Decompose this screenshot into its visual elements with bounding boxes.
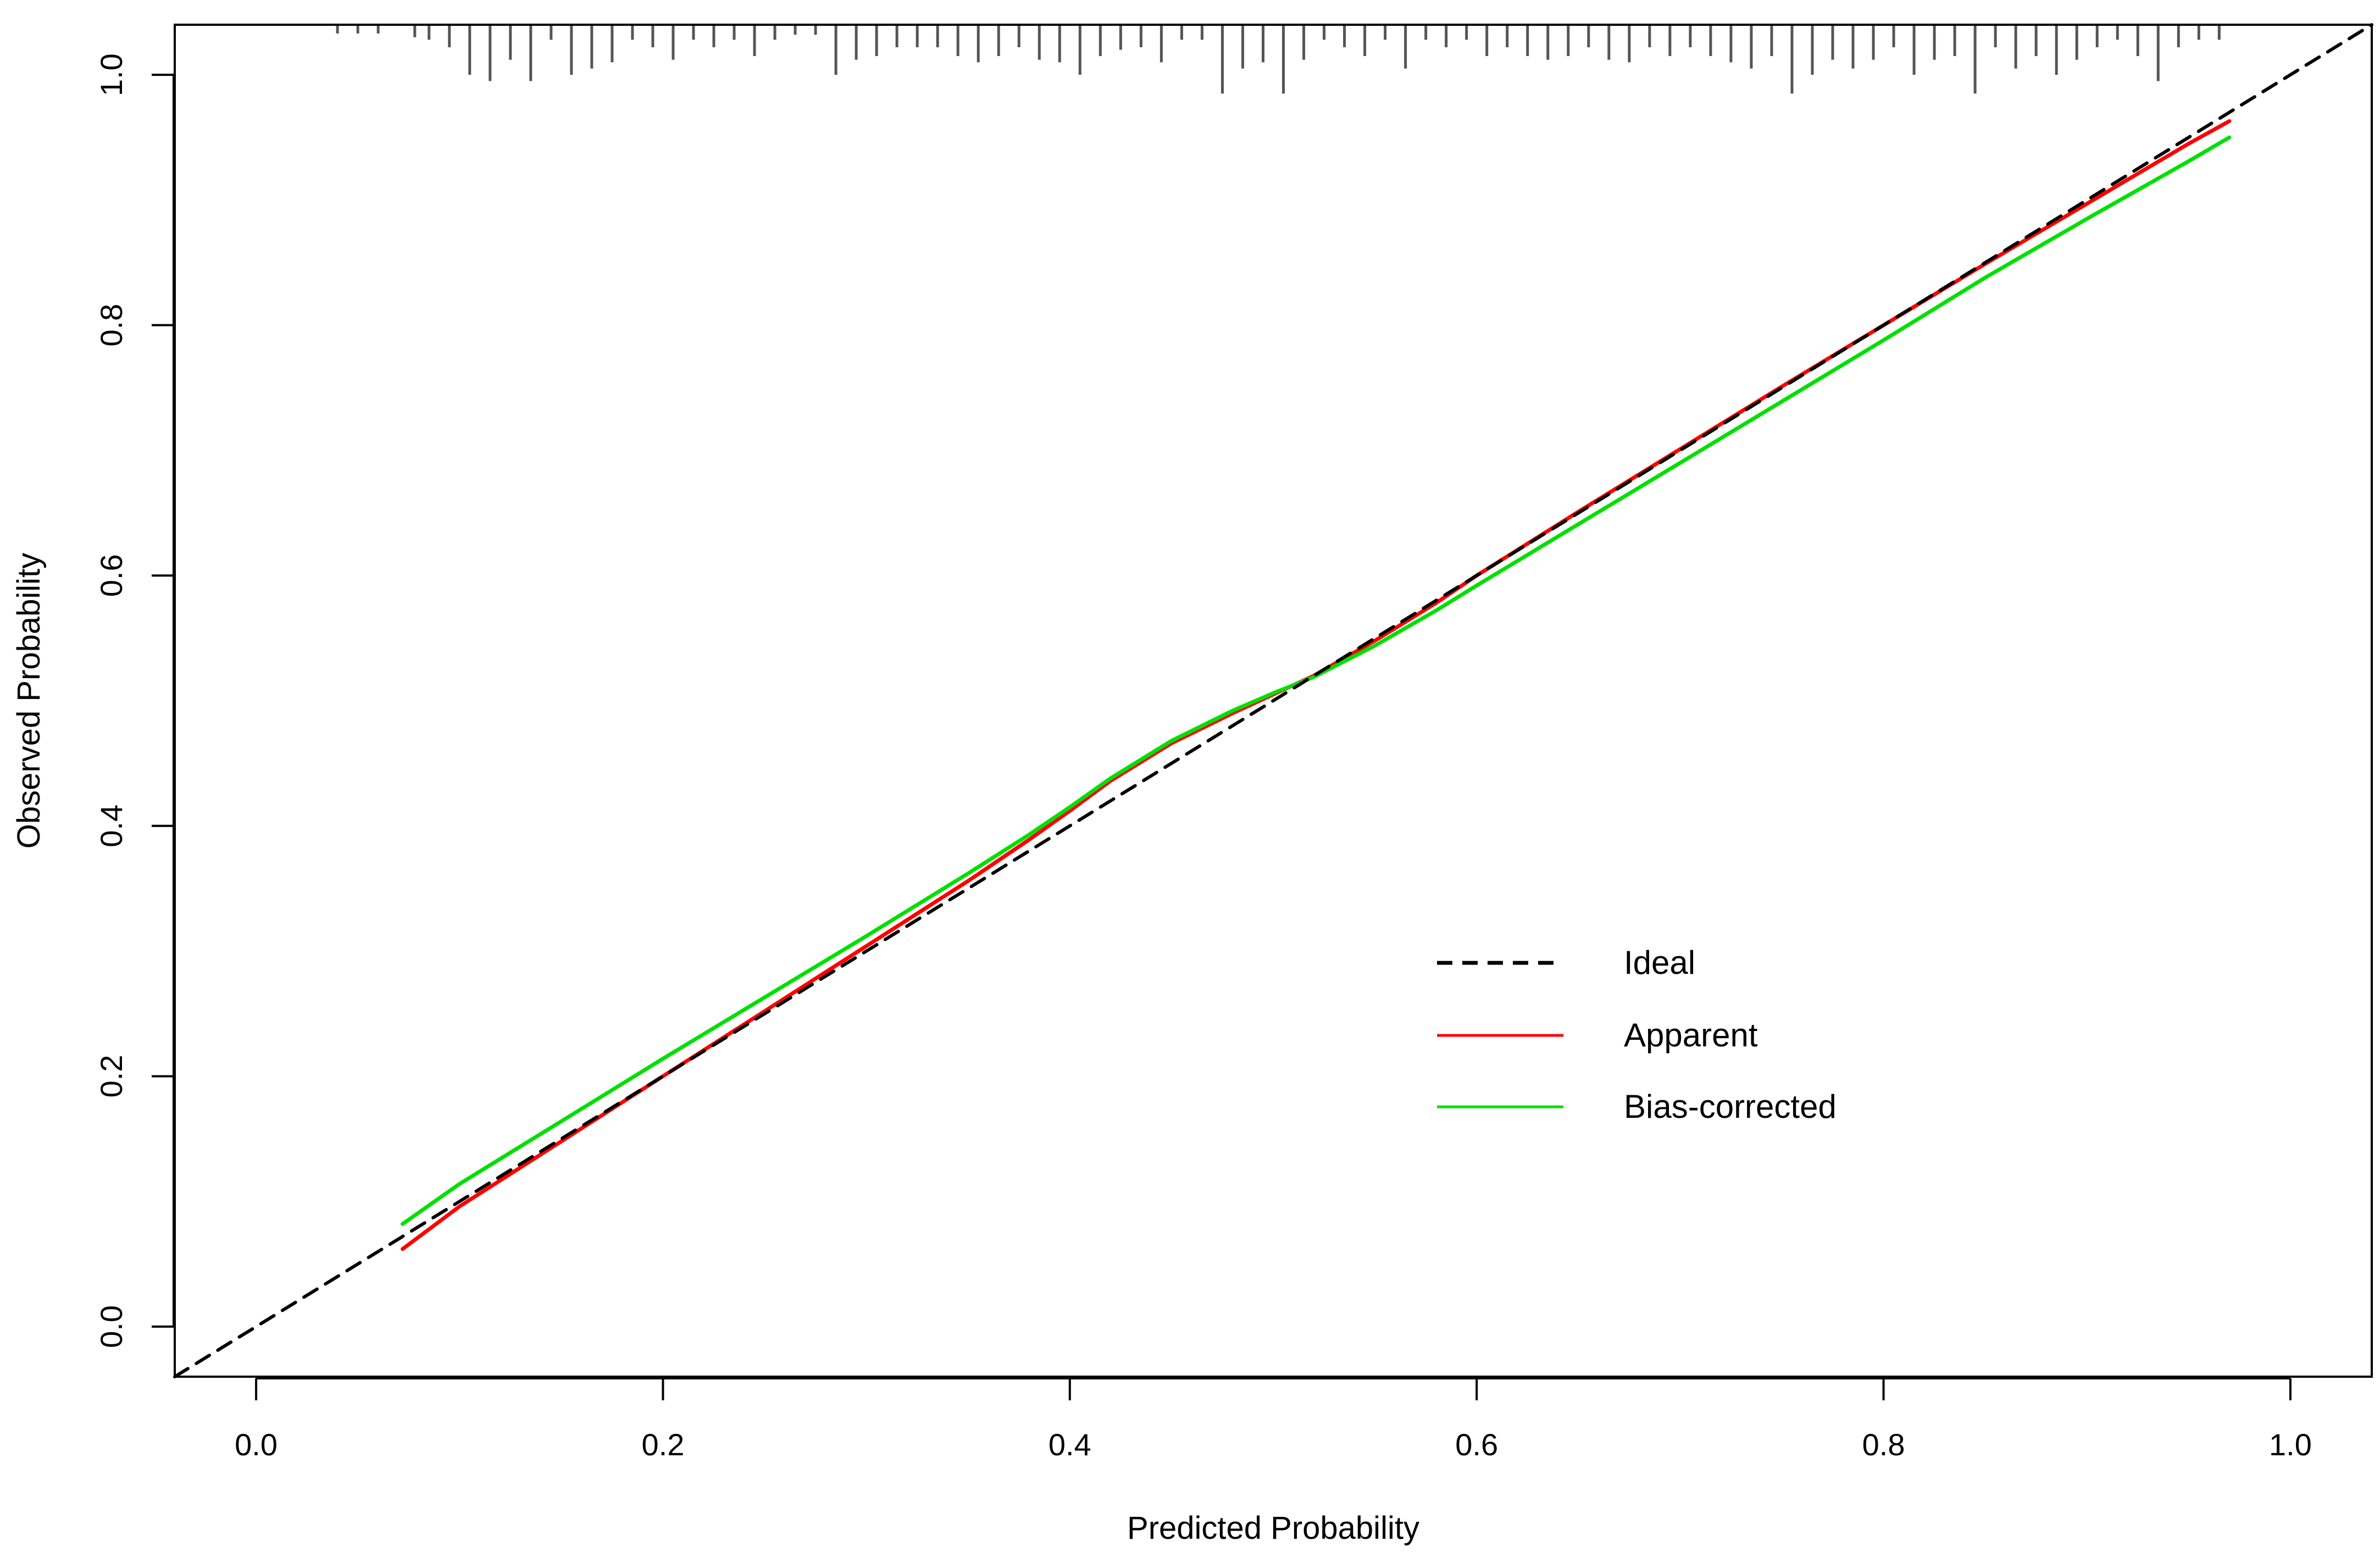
series-line-ideal — [173, 23, 2373, 1378]
series-line-apparent — [401, 119, 2232, 1251]
x-axis-title: Predicted Probability — [1127, 1510, 1419, 1546]
y-axis: 0.0 0.2 0.4 0.6 0.8 1.0 — [94, 53, 175, 1348]
legend-label: Ideal — [1624, 944, 1695, 981]
y-axis-title: Observed Probability — [11, 553, 47, 849]
x-tick-label: 1.0 — [2269, 1427, 2312, 1462]
x-tick-label: 0.0 — [235, 1427, 278, 1462]
x-tick-label: 0.4 — [1048, 1427, 1091, 1462]
legend-label: Bias-corrected — [1624, 1088, 1837, 1125]
y-tick-label: 0.4 — [94, 805, 129, 847]
x-tick-label: 0.6 — [1455, 1427, 1498, 1462]
x-axis: 0.0 0.2 0.4 0.6 0.8 1.0 — [235, 1377, 2312, 1462]
series-layer — [173, 23, 2373, 1378]
legend: Ideal Apparent Bias-corrected — [1437, 944, 1837, 1125]
y-tick-label: 0.2 — [94, 1055, 129, 1098]
y-tick-label: 0.6 — [94, 554, 129, 597]
y-tick-label: 0.8 — [94, 304, 129, 347]
legend-label: Apparent — [1624, 1017, 1758, 1054]
x-tick-label: 0.2 — [642, 1427, 685, 1462]
y-tick-label: 1.0 — [94, 53, 129, 96]
rug-layer — [336, 25, 2221, 94]
y-tick-label: 0.0 — [94, 1305, 129, 1348]
series-line-bias-corrected — [401, 135, 2232, 1226]
x-tick-label: 0.8 — [1862, 1427, 1905, 1462]
